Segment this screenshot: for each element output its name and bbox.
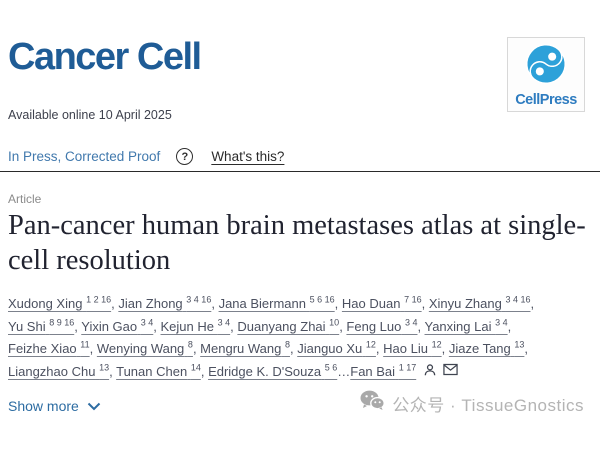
wechat-icon	[360, 390, 386, 416]
author-icons-slot	[423, 363, 458, 377]
author-link[interactable]: Fan Bai 1 17	[350, 362, 417, 379]
author-link[interactable]: Duanyang Zhai 10	[237, 317, 340, 334]
author-link[interactable]: Tunan Chen 14	[116, 362, 201, 379]
corresponding-author-icon[interactable]	[423, 363, 437, 377]
author-link[interactable]: Edridge K. D'Souza 5 6	[208, 362, 338, 379]
article-title: Pan-cancer human brain metastases atlas …	[8, 210, 586, 277]
author-link[interactable]: Yanxing Lai 3 4	[424, 317, 508, 334]
author-link[interactable]: Jana Biermann 5 6 16	[218, 294, 335, 311]
watermark-text: 公众号 · TissueGnostics	[392, 395, 584, 415]
help-icon[interactable]: ?	[176, 148, 194, 165]
journal-title[interactable]: Cancer Cell	[8, 36, 202, 78]
author-link[interactable]: Liangzhao Chu 13	[8, 362, 110, 379]
in-press-row: In Press, Corrected Proof ? What's this?	[8, 148, 284, 165]
show-more-label: Show more	[8, 398, 79, 414]
whats-this-link[interactable]: What's this?	[211, 149, 285, 164]
author-link[interactable]: Kejun He 3 4	[160, 317, 231, 334]
author-list: Xudong Xing 1 2 16, Jian Zhong 3 4 16, J…	[8, 293, 598, 383]
watermark: 公众号 · TissueGnostics	[360, 390, 584, 416]
author-line: Liangzhao Chu 13, Tunan Chen 14, Edridge…	[8, 361, 598, 384]
show-more-button[interactable]: Show more	[8, 398, 101, 414]
author-line: Yu Shi 8 9 16, Yixin Gao 3 4, Kejun He 3…	[8, 317, 512, 334]
author-link[interactable]: Feizhe Xiao 11	[8, 339, 90, 356]
in-press-status: In Press, Corrected Proof	[8, 149, 161, 164]
author-link[interactable]: Jianguo Xu 12	[297, 339, 376, 356]
author-link[interactable]: Mengru Wang 8	[200, 339, 290, 356]
author-link[interactable]: Yixin Gao 3 4	[81, 317, 154, 334]
header-divider	[0, 171, 600, 172]
author-link[interactable]: Jiaze Tang 13	[448, 339, 525, 356]
author-link[interactable]: Hao Duan 7 16	[341, 294, 422, 311]
author-link[interactable]: Xudong Xing 1 2 16	[8, 294, 112, 311]
author-line: Xudong Xing 1 2 16, Jian Zhong 3 4 16, J…	[8, 294, 535, 311]
author-link[interactable]: Yu Shi 8 9 16	[8, 317, 75, 334]
cellpress-logo-text: CellPress	[515, 91, 577, 108]
cellpress-logo-icon	[523, 42, 569, 91]
email-icon[interactable]	[443, 363, 458, 376]
author-link[interactable]: Wenying Wang 8	[96, 339, 193, 356]
author-line: Feizhe Xiao 11, Wenying Wang 8, Mengru W…	[8, 339, 529, 356]
chevron-down-icon	[87, 398, 101, 414]
author-link[interactable]: Jian Zhong 3 4 16	[118, 294, 212, 311]
author-link[interactable]: Hao Liu 12	[383, 339, 442, 356]
article-type-label: Article	[8, 192, 42, 206]
available-online-date: Available online 10 April 2025	[8, 108, 172, 122]
author-link[interactable]: Xinyu Zhang 3 4 16	[428, 294, 531, 311]
author-link[interactable]: Feng Luo 3 4	[346, 317, 418, 334]
cellpress-logo[interactable]: CellPress	[507, 37, 585, 112]
